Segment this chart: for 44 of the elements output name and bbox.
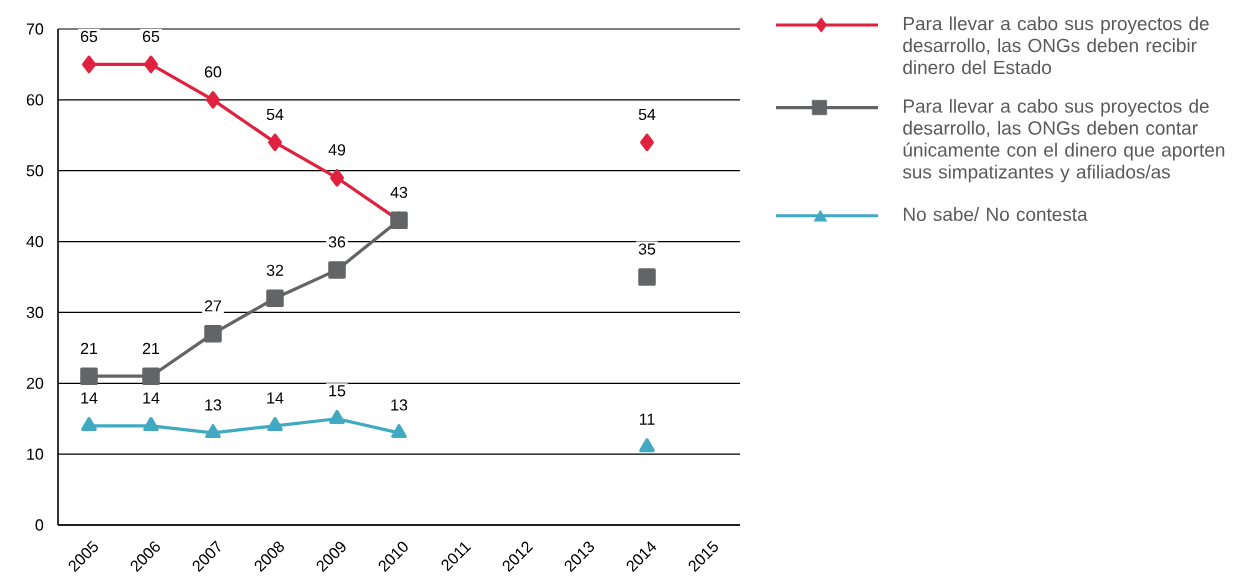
data-label: 60 [204,66,222,78]
point [206,91,220,109]
point [204,324,222,343]
data-label: 14 [81,392,98,404]
data-label: 49 [328,144,346,156]
data-label: 21 [80,342,98,354]
point [82,55,96,74]
point [330,169,344,187]
text: Para llevar a cabo sus proyectos de desarrollo, las ONGs deben recibir dinero del Estado [903,16,1209,75]
data-label: 32 [266,264,284,276]
y-tick-label: 50 [26,165,44,177]
data-label: 14 [143,392,160,404]
point [266,289,284,308]
y-tick-label: 60 [26,94,44,106]
data-label: 54 [638,108,656,121]
point [268,133,282,152]
y-tick-label: 20 [26,377,44,389]
text: Para llevar a cabo sus proyectos de desarrollo, las ONGs deben contar únicamente con el dinero que aporten sus simpatizantes y afiliados/as [902,98,1225,183]
data-label: 65 [142,30,160,43]
y-tick-label: 30 [26,306,44,319]
point [80,367,98,385]
y-tick-label: 70 [26,23,44,35]
y-tick-label: 0 [35,519,44,531]
data-label: 13 [391,399,408,411]
data-label: 35 [638,243,656,255]
data-label: 54 [266,108,284,121]
text: No sabe/ No contesta [903,207,1088,222]
point [144,55,158,74]
point [328,261,346,279]
y-tick-label: 40 [26,235,44,248]
y-tick-label: 10 [27,448,44,460]
point [639,438,655,453]
data-label: 43 [390,186,408,198]
data-label: 11 [639,413,655,425]
data-label: 65 [80,30,98,43]
data-label: 15 [329,385,346,397]
point [638,268,656,286]
point [640,133,654,152]
data-label: 13 [205,399,222,411]
data-label: 14 [267,392,284,404]
data-label: 21 [142,342,160,354]
data-label: 27 [204,300,222,312]
point [142,367,160,385]
data-label: 36 [328,236,346,248]
